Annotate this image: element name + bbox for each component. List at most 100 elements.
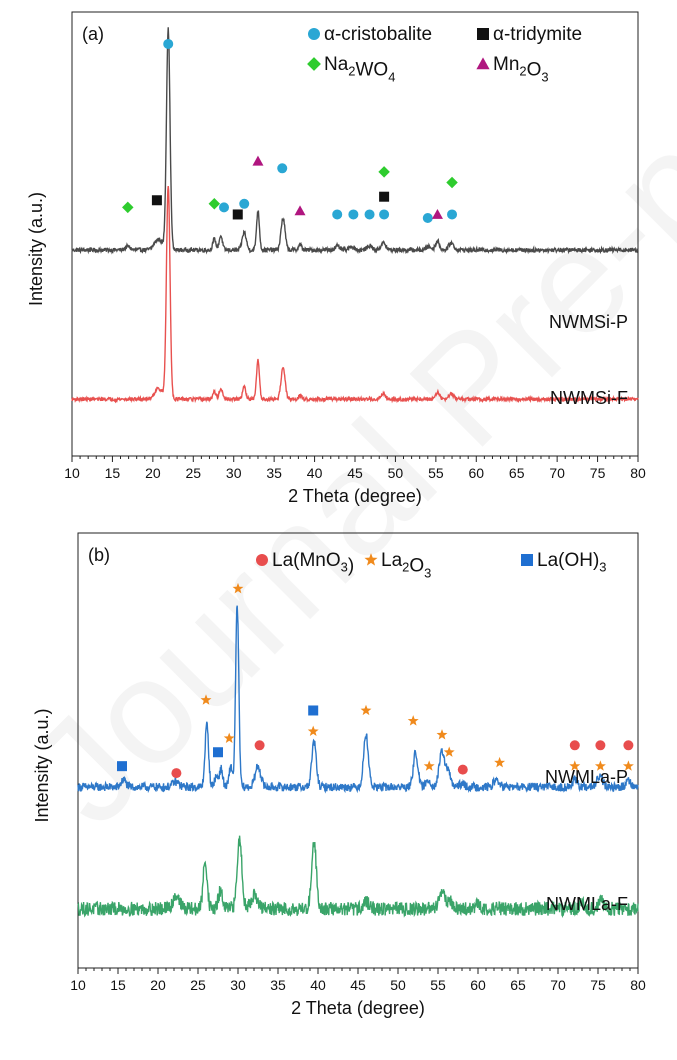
x-tick-label: 40 [307, 465, 323, 481]
x-tick-label: 20 [145, 465, 161, 481]
phase-star-marker [360, 704, 372, 716]
phase-square-marker [379, 191, 390, 202]
phase-star-marker [223, 732, 235, 743]
panel-b: 10 15 20 25 30 35 40 45 50 55 60 65 70 75 80 2 Theta (d… [32, 532, 646, 1018]
panel-label: (b) [88, 545, 110, 565]
x-tick-label: 35 [270, 977, 286, 993]
panel-label: (a) [82, 24, 104, 44]
x-tick-label: 75 [590, 465, 606, 481]
phase-star-marker [622, 760, 634, 771]
phase-star-marker [443, 746, 455, 757]
legend-label: La(MnO3) [272, 550, 354, 577]
y-axis-label: Intensity (a.u.) [32, 708, 52, 822]
series-line-NWMSi-F [71, 185, 639, 404]
phase-triangle-marker [294, 205, 306, 216]
x-tick-label: 20 [150, 977, 166, 993]
x-tick-label: 40 [310, 977, 326, 993]
phase-circle-marker [239, 198, 250, 209]
x-tick-label: 45 [347, 465, 363, 481]
x-tick-label: 60 [470, 977, 486, 993]
x-tick-label: 50 [390, 977, 406, 993]
phase-triangle-marker [252, 155, 264, 166]
x-tick-label: 25 [190, 977, 206, 993]
series-label: NWMSi-P [549, 312, 628, 332]
x-tick-label: 30 [230, 977, 246, 993]
x-tick-label: 10 [64, 465, 80, 481]
x-tick-label: 65 [510, 977, 526, 993]
phase-square-marker [213, 747, 223, 758]
legend-label: α-cristobalite [324, 24, 432, 45]
phase-star-marker [594, 760, 606, 771]
legend-square-marker [521, 554, 533, 566]
legend-triangle-marker [476, 57, 490, 70]
phase-diamond-marker [208, 198, 221, 210]
x-tick-label: 60 [468, 465, 484, 481]
phase-circle-marker [379, 209, 390, 220]
phase-square-marker [232, 209, 243, 220]
phase-circle-marker [595, 740, 606, 751]
phase-star-marker [569, 760, 581, 771]
phase-triangle-marker [431, 208, 443, 219]
phase-star-marker [423, 760, 435, 771]
series-line-NWMSi-P [71, 27, 639, 255]
phase-circle-marker [447, 209, 458, 220]
x-axis-label: 2 Theta (degree) [288, 486, 422, 506]
x-tick-label: 55 [428, 465, 444, 481]
legend-label: La2O3 [381, 550, 431, 580]
x-tick-label: 25 [185, 465, 201, 481]
phase-circle-marker [348, 209, 359, 220]
series-line-NWMLa-P [77, 605, 639, 794]
x-tick-label: 80 [630, 465, 646, 481]
x-tick-label: 65 [509, 465, 525, 481]
phase-circle-marker [422, 213, 433, 224]
x-tick-label: 15 [105, 465, 121, 481]
phase-diamond-marker [446, 176, 458, 189]
legend-label: Mn2O3 [493, 54, 549, 84]
legend-label: α-tridymite [493, 24, 582, 45]
x-tick-label: 70 [550, 977, 566, 993]
phase-circle-marker [364, 209, 375, 220]
x-tick-label: 35 [266, 465, 282, 481]
phase-diamond-marker [122, 201, 134, 214]
series-label: NWMLa-P [545, 767, 628, 787]
x-tick-label: 45 [350, 977, 366, 993]
panel-a: 10 15 20 25 30 35 40 45 50 55 60 65 70 75 80 2 Theta (d… [26, 11, 646, 506]
phase-star-marker [200, 694, 212, 705]
series-label: NWMLa-F [546, 894, 628, 914]
phase-circle-marker [623, 740, 634, 751]
y-axis-label: Intensity (a.u.) [26, 192, 46, 306]
phase-circle-marker [219, 202, 230, 213]
legend-circle-marker [256, 554, 268, 566]
legend-diamond-marker [307, 57, 321, 71]
phase-square-marker [308, 705, 319, 716]
phase-circle-marker [569, 740, 580, 751]
x-tick-label: 80 [630, 977, 646, 993]
phase-square-marker [117, 761, 127, 772]
legend-star-marker [364, 553, 378, 566]
phase-star-marker [232, 582, 244, 594]
series-label: NWMSi-F [550, 388, 628, 408]
phase-circle-marker [254, 740, 265, 751]
phase-star-marker [307, 725, 319, 737]
phase-circle-marker [163, 38, 174, 49]
series-line-NWMLa-F [77, 835, 639, 918]
x-tick-label: 75 [590, 977, 606, 993]
x-tick-label: 30 [226, 465, 242, 481]
legend-square-marker [477, 28, 489, 40]
legend-circle-marker [308, 28, 320, 40]
legend-label: La(OH)3 [537, 550, 606, 575]
phase-circle-marker [457, 764, 468, 775]
phase-diamond-marker [378, 166, 390, 178]
x-axis-label: 2 Theta (degree) [291, 998, 425, 1018]
legend-label: Na2WO4 [324, 54, 395, 84]
phase-star-marker [436, 729, 448, 740]
phase-square-marker [151, 195, 162, 206]
x-tick-label: 15 [110, 977, 126, 993]
x-tick-label: 55 [430, 977, 446, 993]
phase-star-marker [494, 756, 506, 768]
phase-circle-marker [171, 768, 182, 779]
phase-circle-marker [332, 209, 343, 220]
phase-star-marker [407, 715, 419, 726]
x-tick-label: 70 [549, 465, 565, 481]
